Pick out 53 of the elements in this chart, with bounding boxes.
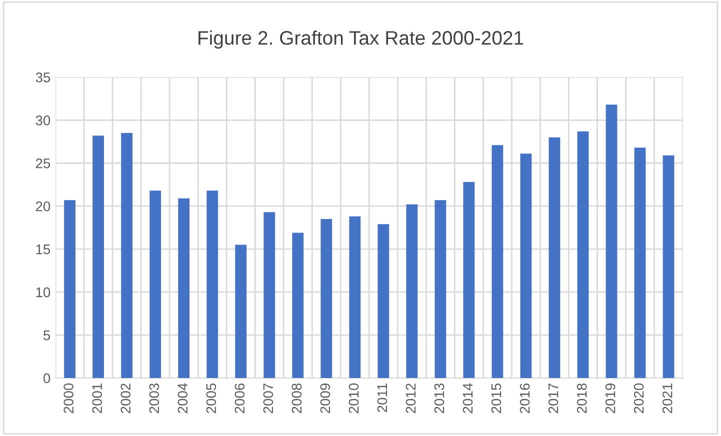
y-tick-label: 30 (36, 115, 50, 126)
chart-title: Figure 2. Grafton Tax Rate 2000-2021 (198, 30, 524, 49)
bar (64, 200, 76, 378)
y-tick-label: 25 (36, 158, 50, 168)
x-tick-label: 2007 (263, 384, 274, 414)
x-tick-label: 2015 (491, 383, 502, 414)
x-tick-label: 2003 (149, 383, 160, 414)
x-tick-label: 2010 (348, 383, 359, 414)
y-tick-label: 5 (43, 330, 50, 340)
bar (292, 232, 304, 378)
x-tick-label: 2019 (605, 384, 616, 414)
bar (606, 104, 618, 378)
x-tick-label: 2006 (234, 383, 245, 414)
y-tick-label: 35 (36, 72, 50, 82)
x-tick-label: 2018 (576, 383, 587, 414)
bar (577, 131, 589, 378)
x-tick-label: 2005 (206, 383, 216, 414)
x-tick-label: 2002 (120, 384, 131, 414)
x-tick-label: 2021 (662, 384, 672, 414)
bar (548, 137, 560, 378)
x-tick-label: 2013 (434, 383, 444, 414)
bar (235, 244, 247, 378)
x-tick-label: 2008 (292, 383, 302, 414)
bar (406, 204, 418, 378)
x-tick-label: 2020 (634, 383, 644, 414)
bar (349, 216, 361, 378)
bar (206, 190, 218, 378)
x-tick-label: 2012 (406, 384, 416, 414)
bar (434, 200, 446, 378)
x-tick-label: 2017 (548, 384, 558, 414)
bar (92, 136, 104, 378)
y-tick-label: 0 (43, 373, 50, 384)
bar (634, 148, 646, 378)
y-tick-label: 20 (36, 201, 50, 212)
y-tick-label: 15 (36, 244, 50, 254)
x-tick-label: 2000 (64, 383, 74, 414)
bar (662, 155, 674, 378)
bar (121, 133, 132, 378)
x-tick-label: 2004 (178, 383, 188, 414)
bar (320, 218, 332, 378)
bar (520, 154, 532, 378)
bar (178, 198, 190, 378)
bar (378, 224, 390, 378)
x-tick-label: 2001 (92, 384, 102, 414)
x-tick-label: 2014 (462, 383, 473, 414)
y-tick-label: 10 (36, 287, 50, 298)
x-tick-label: 2009 (320, 384, 330, 414)
bar (264, 212, 276, 378)
x-tick-label: 2011 (377, 384, 388, 412)
bar (150, 190, 162, 378)
bar (463, 182, 475, 378)
bar (492, 145, 504, 378)
x-tick-label: 2016 (520, 383, 530, 414)
